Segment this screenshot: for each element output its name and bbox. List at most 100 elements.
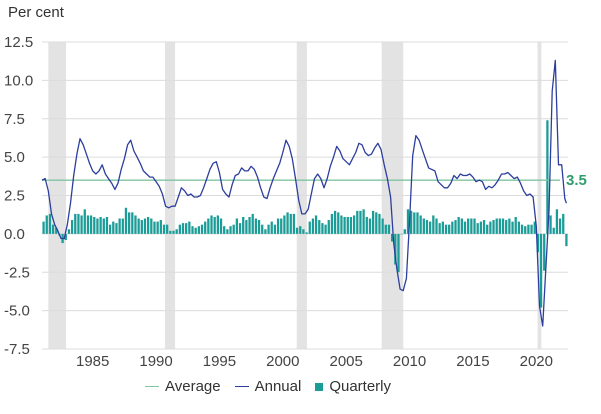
quarterly-bar-60 — [232, 224, 235, 234]
quarterly-bar-100 — [359, 210, 362, 234]
quarterly-bar-31 — [140, 220, 143, 234]
quarterly-bar-127 — [444, 224, 448, 234]
average-line-group: 3.5 — [42, 172, 587, 189]
quarterly-bar-11 — [77, 213, 80, 234]
quarterly-bar-30 — [137, 218, 140, 234]
annual-line-group — [41, 59, 568, 327]
quarterly-bar-114 — [403, 229, 406, 234]
quarterly-bar-97 — [349, 216, 353, 234]
quarterly-bar-65 — [248, 216, 251, 234]
quarterly-bar-163 — [558, 218, 562, 234]
quarterly-bar-77 — [286, 212, 289, 234]
legend-item-annual: Annual — [234, 378, 301, 395]
quarterly-bar-75 — [280, 218, 283, 234]
quarterly-bar-137 — [476, 223, 479, 234]
quarterly-bar-92 — [333, 210, 337, 234]
quarterly-bar-57 — [223, 226, 226, 234]
quarterly-bar-61 — [235, 218, 239, 234]
quarterly-bar-161 — [552, 227, 555, 234]
quarterly-bar-79 — [292, 213, 296, 234]
quarterly-bar-126 — [441, 221, 444, 234]
quarterly-bar-162 — [555, 209, 559, 234]
quarterly-bar-4 — [55, 227, 58, 234]
quarterly-bar-89 — [324, 224, 327, 234]
quarterly-bar-34 — [150, 218, 153, 234]
quarterly-bar-91 — [330, 213, 334, 234]
quarterly-bar-82 — [302, 229, 305, 234]
quarterly-bar-123 — [432, 215, 435, 234]
x-tick-label: 1990 — [139, 353, 172, 370]
quarterly-bar-152 — [524, 226, 527, 234]
legend-label-average: Average — [165, 378, 221, 395]
quarterly-bar-140 — [486, 224, 489, 234]
quarterly-bar-56 — [219, 218, 223, 234]
quarterly-bar-67 — [254, 218, 258, 234]
quarterly-bar-53 — [210, 215, 213, 234]
quarterly-bar-78 — [289, 213, 292, 234]
quarterly-bar-69 — [261, 224, 264, 234]
quarterly-bar-32 — [143, 218, 147, 234]
quarterly-bar-73 — [273, 224, 277, 234]
x-tick-label: 1995 — [203, 353, 236, 370]
quarterly-bar-12 — [80, 215, 83, 234]
quarterly-bar-72 — [270, 221, 273, 234]
quarterly-bar-159 — [546, 120, 549, 234]
quarterly-bar-117 — [413, 212, 416, 234]
quarterly-bar-95 — [343, 216, 346, 234]
quarterly-bar-150 — [517, 221, 521, 234]
quarterly-bar-48 — [194, 227, 197, 234]
quarterly-bar-0 — [42, 221, 45, 234]
x-tick-label: 1985 — [76, 353, 109, 370]
quarterly-bar-2 — [48, 213, 52, 234]
quarterly-bar-21 — [108, 224, 112, 234]
quarterly-bar-155 — [533, 221, 536, 234]
legend-item-quarterly: Quarterly — [315, 378, 391, 395]
quarterly-bar-139 — [482, 220, 486, 234]
quarterly-bar-23 — [115, 223, 118, 234]
quarterly-bar-17 — [96, 218, 99, 234]
quarterly-bar-39 — [166, 224, 169, 234]
legend-label-quarterly: Quarterly — [329, 378, 392, 395]
x-tick-label: 2000 — [266, 353, 299, 370]
quarterly-bar-90 — [327, 220, 330, 234]
quarterly-bar-29 — [134, 215, 137, 234]
quarterly-bar-54 — [213, 216, 216, 234]
legend-swatch-annual — [234, 386, 249, 387]
quarterly-bar-70 — [264, 229, 267, 234]
quarterly-bar-49 — [197, 226, 200, 234]
quarterly-bar-14 — [86, 215, 90, 234]
quarterly-bar-98 — [352, 215, 356, 234]
quarterly-bar-86 — [314, 215, 318, 234]
quarterly-bar-16 — [93, 216, 96, 234]
quarterly-bar-122 — [429, 221, 432, 234]
quarterly-bar-133 — [463, 221, 467, 234]
quarterly-bar-160 — [549, 215, 552, 234]
quarterly-bar-130 — [454, 220, 457, 234]
quarterly-bar-164 — [562, 213, 565, 234]
quarterly-bar-15 — [89, 215, 93, 234]
quarterly-bar-64 — [245, 220, 248, 234]
quarterly-bar-55 — [216, 215, 220, 234]
quarterly-bar-129 — [451, 221, 454, 234]
quarterly-bar-62 — [238, 223, 242, 234]
quarterly-bar-68 — [257, 220, 261, 234]
x-tick-label: 2010 — [393, 353, 426, 370]
x-tick-label: 2005 — [330, 353, 363, 370]
quarterly-bar-118 — [416, 212, 419, 234]
quarterly-bar-84 — [308, 221, 311, 234]
quarterly-bar-156 — [536, 233, 540, 253]
quarterly-bar-132 — [460, 218, 463, 234]
quarterly-bar-9 — [70, 220, 74, 234]
quarterly-bar-107 — [381, 218, 384, 234]
quarterly-bar-35 — [153, 221, 156, 234]
quarterly-bar-37 — [159, 220, 162, 234]
quarterly-bar-46 — [188, 221, 191, 234]
quarterly-bar-96 — [346, 216, 349, 234]
quarterly-bar-153 — [527, 224, 530, 234]
quarterly-bar-112 — [397, 233, 400, 273]
y-tick-label: 12.5 — [4, 34, 33, 51]
y-tick-label: 10.0 — [4, 72, 33, 89]
legend-item-average: Average — [145, 378, 221, 395]
quarterly-bar-101 — [362, 209, 365, 234]
quarterly-bar-104 — [371, 210, 375, 234]
